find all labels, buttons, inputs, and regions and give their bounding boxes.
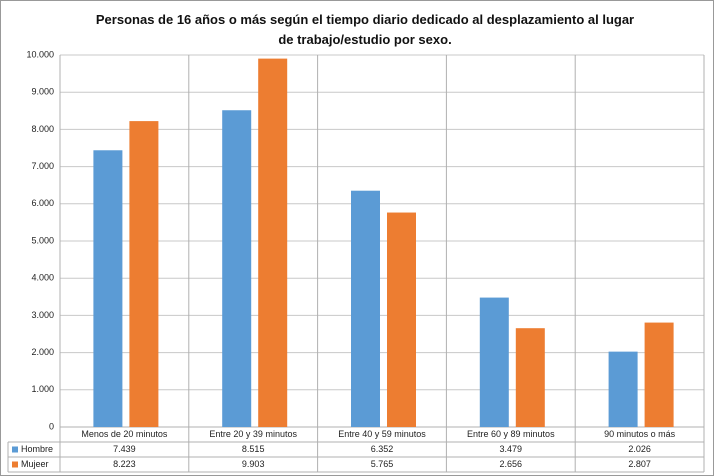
y-tick-label: 5.000 — [31, 235, 54, 245]
bar — [258, 58, 288, 427]
table-value: 2.656 — [500, 459, 523, 469]
legend-key — [12, 446, 18, 453]
bar — [93, 150, 123, 427]
y-tick-label: 9.000 — [31, 87, 54, 97]
y-tick-label: 1.000 — [31, 384, 54, 394]
bar — [129, 121, 159, 427]
table-value: 3.479 — [500, 444, 523, 454]
bar — [351, 190, 380, 427]
x-tick-label: Entre 40 y 59 minutos — [338, 429, 426, 439]
bar — [479, 297, 509, 427]
bar — [222, 110, 252, 427]
bar — [608, 351, 638, 427]
y-tick-label: 4.000 — [31, 273, 54, 283]
y-tick-label: 0 — [49, 421, 54, 431]
chart-title: Personas de 16 años o más según el tiemp… — [95, 12, 635, 47]
legend-label: Hombre — [21, 444, 53, 454]
bar — [644, 322, 674, 427]
y-tick-label: 2.000 — [31, 347, 54, 357]
bar — [387, 212, 416, 427]
table-value: 2.026 — [628, 444, 651, 454]
y-tick-label: 10.000 — [26, 49, 54, 59]
y-tick-label: 8.000 — [31, 124, 54, 134]
legend-label: Mujeer — [21, 459, 49, 469]
x-tick-label: Entre 60 y 89 minutos — [467, 429, 555, 439]
legend-key — [12, 461, 18, 468]
table-value: 8.223 — [113, 459, 136, 469]
bar — [515, 328, 545, 427]
y-tick-label: 6.000 — [31, 198, 54, 208]
table-value: 8.515 — [242, 444, 265, 454]
table-value: 5.765 — [371, 459, 394, 469]
table-value: 2.807 — [628, 459, 651, 469]
table-value: 6.352 — [371, 444, 394, 454]
x-tick-label: 90 minutos o más — [604, 429, 676, 439]
y-tick-label: 7.000 — [31, 161, 54, 171]
x-tick-label: Menos de 20 minutos — [81, 429, 168, 439]
table-value: 7.439 — [113, 444, 136, 454]
table-value: 9.903 — [242, 459, 265, 469]
x-tick-label: Entre 20 y 39 minutos — [209, 429, 297, 439]
y-tick-label: 3.000 — [31, 310, 54, 320]
